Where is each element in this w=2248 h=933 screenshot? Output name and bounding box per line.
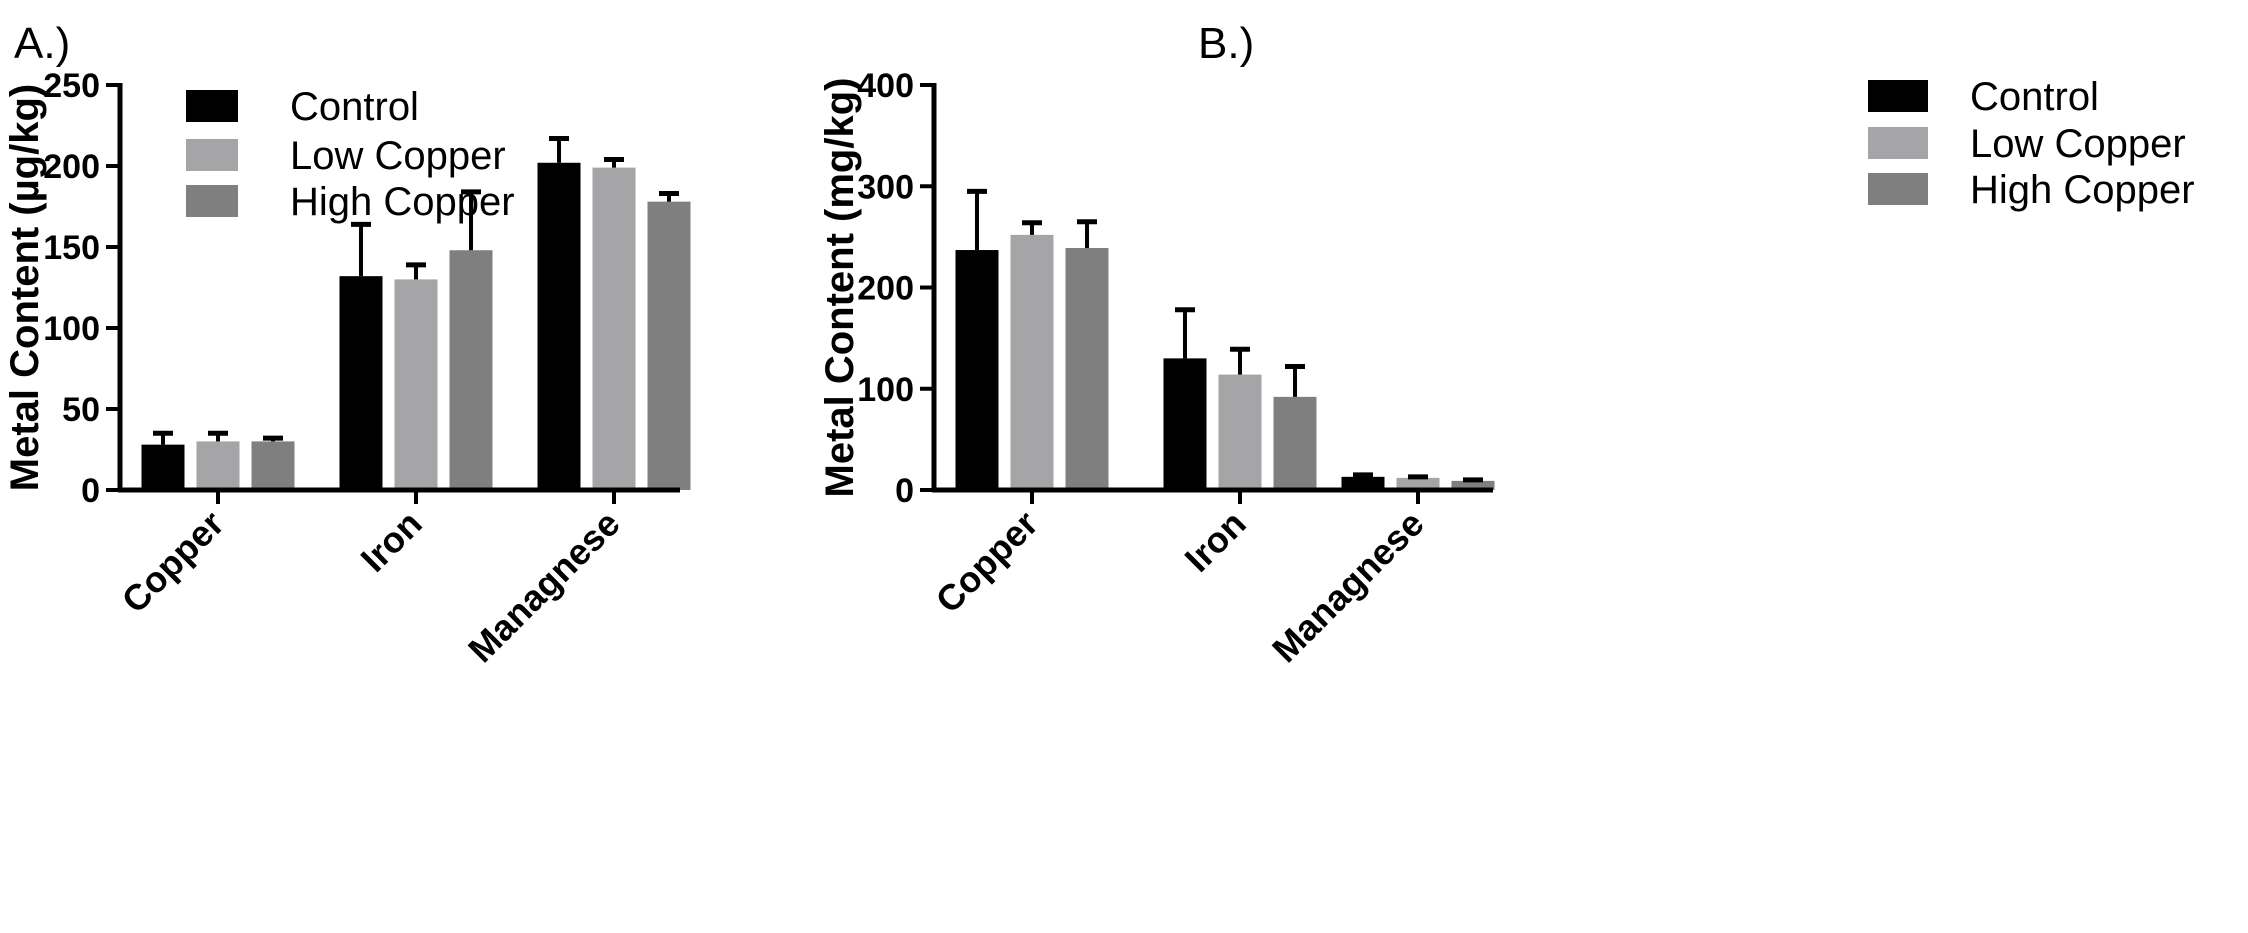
legend-label-low-copper: Low Copper	[1970, 122, 2186, 166]
bar-low-copper-managnese	[1396, 477, 1440, 490]
bar-low-copper-iron	[394, 279, 438, 490]
y-tick-label: 100	[43, 310, 100, 348]
y-tick-label: 0	[895, 472, 914, 510]
legend-label-control: Control	[1970, 75, 2099, 119]
legend-swatch-high-copper	[1868, 173, 1928, 205]
legend-label-high-copper: High Copper	[290, 180, 515, 224]
y-axis-title: Metal Content (µg/kg)	[3, 84, 47, 491]
x-category-label-managnese: Managnese	[460, 503, 628, 671]
chart-panel-a: 0 50 100 150 200 250 Copper Iron Managnese Metal …	[3, 67, 691, 670]
bar-control-iron	[1163, 358, 1207, 490]
legend-swatch-low-copper	[186, 139, 238, 171]
bar-high-copper-copper	[1065, 248, 1109, 490]
y-tick-label: 300	[857, 168, 914, 206]
y-tick-label: 200	[857, 270, 914, 308]
legend-swatch-low-copper	[1868, 127, 1928, 159]
bar-control-managnese	[537, 162, 581, 490]
chart-panel-b: 0 100 200 300 400 Copper Iron Managnese Metal Co…	[818, 67, 2195, 670]
y-tick-label: 100	[857, 371, 914, 409]
bar-control-copper	[955, 250, 999, 490]
x-category-label-copper: Copper	[928, 503, 1046, 621]
y-axis-title: Metal Content (mg/kg)	[818, 78, 862, 498]
legend-label-control: Control	[290, 85, 419, 129]
bar-high-copper-iron	[1273, 396, 1317, 490]
y-tick-label: 250	[43, 67, 100, 105]
legend-swatch-high-copper	[186, 185, 238, 217]
legend-swatch-control	[186, 90, 238, 122]
bar-high-copper-copper	[251, 441, 295, 490]
x-category-label-iron: Iron	[353, 503, 430, 580]
legend-label-low-copper: Low Copper	[290, 134, 506, 178]
panel-label-a: A.)	[14, 19, 70, 68]
bar-control-iron	[339, 276, 383, 490]
bar-high-copper-iron	[449, 250, 493, 490]
bar-high-copper-managnese	[647, 201, 691, 490]
x-category-label-iron: Iron	[1177, 503, 1254, 580]
y-tick-label: 400	[857, 67, 914, 105]
y-tick-label: 50	[62, 391, 100, 429]
legend-swatch-control	[1868, 80, 1928, 112]
bar-low-copper-managnese	[592, 167, 636, 490]
bar-low-copper-iron	[1218, 374, 1262, 490]
bar-high-copper-managnese	[1451, 480, 1495, 490]
bar-low-copper-copper	[1010, 234, 1054, 490]
y-tick-label: 200	[43, 148, 100, 186]
y-tick-label: 150	[43, 229, 100, 267]
bar-low-copper-copper	[196, 441, 240, 490]
panel-label-b: B.)	[1198, 19, 1254, 68]
y-tick-label: 0	[81, 472, 100, 510]
bar-control-managnese	[1341, 476, 1385, 490]
x-category-label-copper: Copper	[114, 503, 232, 621]
bar-control-copper	[141, 444, 185, 490]
legend-label-high-copper: High Copper	[1970, 168, 2195, 212]
x-category-label-managnese: Managnese	[1264, 503, 1432, 671]
